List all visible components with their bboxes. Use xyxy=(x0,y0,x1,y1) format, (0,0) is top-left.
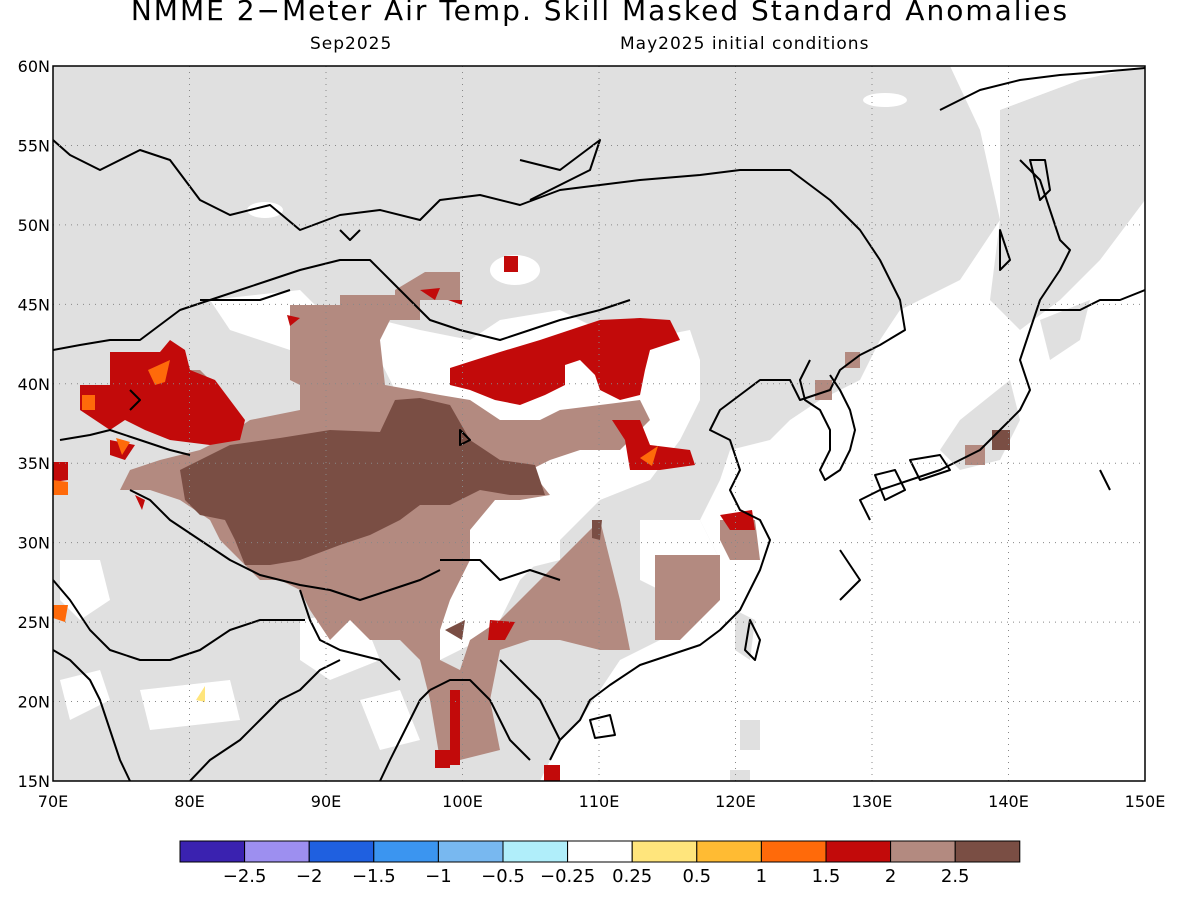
colorbar-swatch xyxy=(179,840,246,863)
latitude-tick-label: 40N xyxy=(18,375,50,394)
longitude-labels: 70E 80E 90E 100E 110E 120E 130E 140E 150E xyxy=(38,792,1166,811)
latitude-tick-label: 50N xyxy=(18,216,50,235)
colorbar-swatch xyxy=(825,840,892,863)
latitude-tick-label: 60N xyxy=(18,57,50,76)
longitude-tick-label: 130E xyxy=(852,792,893,811)
colorbar: −2.5 −2 −1.5 −1 −0.5 −0.25 0.25 0.5 1 1.5 2 2.5 xyxy=(179,840,1021,887)
latitude-tick-label: 15N xyxy=(18,772,50,791)
map-frame xyxy=(52,65,1146,782)
colorbar-swatch xyxy=(308,840,375,863)
initial-conditions: May2025 initial conditions xyxy=(620,34,870,54)
longitude-tick-label: 90E xyxy=(311,792,341,811)
colorbar-swatch xyxy=(567,840,633,863)
colorbar-swatch xyxy=(631,840,698,863)
colorbar-label: −0.5 xyxy=(481,866,525,887)
colorbar-label: −2.5 xyxy=(223,866,267,887)
colorbar-label: 1.5 xyxy=(812,866,841,887)
lat-lon-grid xyxy=(53,66,1145,781)
colorbar-label: 0.25 xyxy=(612,866,652,887)
colorbar-swatch xyxy=(502,840,569,863)
anomaly-1-to-1.5 xyxy=(53,360,658,622)
longitude-tick-label: 100E xyxy=(442,792,483,811)
colorbar-swatch xyxy=(244,840,310,863)
anomaly-1.5-to-2 xyxy=(53,256,755,781)
forecast-month: Sep2025 xyxy=(310,34,393,54)
colorbar-label: 2.5 xyxy=(941,866,970,887)
colorbar-swatch xyxy=(373,840,439,863)
colorbar-label: −1.5 xyxy=(352,866,396,887)
latitude-tick-label: 20N xyxy=(18,693,50,712)
colorbar-label: 2 xyxy=(885,866,896,887)
longitude-tick-label: 80E xyxy=(174,792,204,811)
anomaly-0.25-to-0.5 xyxy=(196,686,205,702)
colorbar-label: −2 xyxy=(296,866,323,887)
colorbar-swatch xyxy=(954,840,1021,863)
latitude-labels: 60N 55N 50N 45N 40N 35N 30N 25N 20N 15N xyxy=(18,57,50,791)
longitude-tick-label: 150E xyxy=(1125,792,1166,811)
latitude-tick-label: 45N xyxy=(18,295,50,314)
longitude-tick-label: 140E xyxy=(988,792,1029,811)
colorbar-swatch xyxy=(890,840,956,863)
latitude-tick-label: 55N xyxy=(18,136,50,155)
longitude-tick-label: 70E xyxy=(38,792,68,811)
longitude-tick-label: 120E xyxy=(715,792,756,811)
colorbar-swatch xyxy=(760,840,827,863)
latitude-tick-label: 25N xyxy=(18,613,50,632)
latitude-tick-label: 35N xyxy=(18,454,50,473)
latitude-tick-label: 30N xyxy=(18,534,50,553)
longitude-tick-label: 110E xyxy=(579,792,620,811)
colorbar-label: −0.25 xyxy=(540,866,595,887)
colorbar-swatch xyxy=(696,840,762,863)
coastlines xyxy=(53,67,1145,781)
colorbar-swatch xyxy=(437,840,504,863)
colorbar-label: 0.5 xyxy=(682,866,711,887)
colorbar-label: −1 xyxy=(425,866,452,887)
colorbar-label: 1 xyxy=(756,866,767,887)
chart-title: NMME 2−Meter Air Temp. Skill Masked Stan… xyxy=(130,0,1070,27)
